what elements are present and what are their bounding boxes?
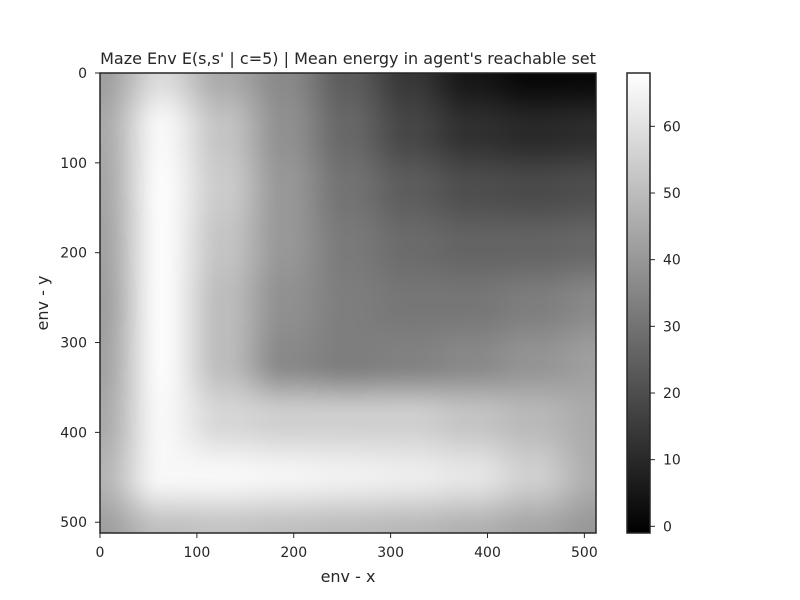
colorbar-tick-label: 20 [663,386,681,402]
colorbar-tick-label: 30 [663,319,681,335]
y-tick-label: 0 [78,66,87,82]
x-tick-label: 200 [280,545,307,561]
y-tick-label: 200 [60,246,87,262]
x-axis-ticks: 0 100 200 300 400 500 [96,533,598,561]
y-tick-label: 500 [60,515,87,531]
y-tick-label: 400 [60,425,87,441]
y-tick-label: 100 [60,156,87,172]
colorbar-tick-label: 50 [663,186,681,202]
heatmap-plot [99,72,597,534]
x-tick-label: 100 [184,545,211,561]
x-tick-label: 500 [571,545,598,561]
y-axis-ticks: 0 100 200 300 400 500 [60,66,100,531]
chart-title: Maze Env E(s,s' | c=5) | Mean energy in … [100,49,596,68]
colorbar-tick-label: 40 [663,253,681,269]
plot-frame [99,72,597,534]
x-tick-label: 400 [474,545,501,561]
y-tick-label: 300 [60,336,87,352]
x-tick-label: 0 [96,545,105,561]
x-tick-label: 300 [377,545,404,561]
colorbar-ticks: 0 10 20 30 40 50 60 [650,119,681,535]
y-axis-label: env - y [33,276,52,331]
colorbar-tick-label: 0 [663,519,672,535]
colorbar: 0 10 20 30 40 50 60 [626,72,681,535]
colorbar-tick-label: 60 [663,119,681,135]
colorbar-gradient [626,72,651,534]
heatmap-image [100,73,596,533]
colorbar-tick-label: 10 [663,453,681,469]
x-axis-label: env - x [321,567,376,586]
